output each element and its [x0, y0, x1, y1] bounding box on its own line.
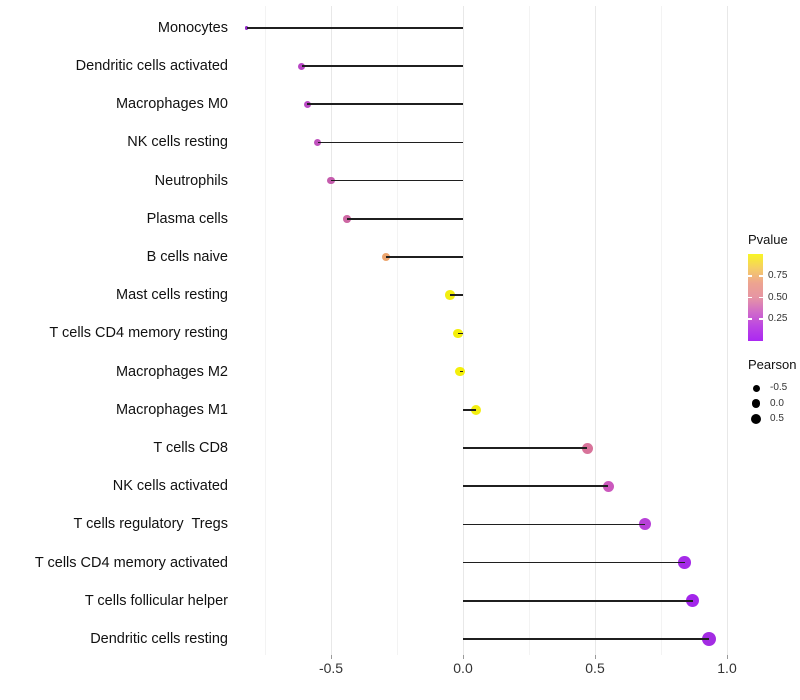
- pvalue-bar-tick: [748, 274, 752, 277]
- lollipop-stick: [463, 447, 588, 449]
- minor-gridline: [528, 6, 530, 655]
- pvalue-tick-label: 0.50: [768, 291, 788, 303]
- x-axis-tick: [462, 655, 464, 659]
- pearson-legend-title: Pearson: [748, 357, 797, 372]
- pvalue-bar-tick: [759, 318, 763, 321]
- lollipop-stick: [317, 141, 463, 144]
- lollipop-dot: [455, 366, 466, 377]
- pearson-legend-dot: [750, 414, 762, 425]
- lollipop-stick: [246, 27, 463, 29]
- x-axis-tick: [330, 655, 332, 659]
- lollipop-stick: [449, 294, 463, 296]
- pearson-legend-dot: [752, 384, 760, 392]
- lollipop-stick: [463, 523, 646, 526]
- lollipop-stick: [346, 218, 463, 220]
- pearson-legend-label: -0.5: [770, 382, 788, 393]
- category-label: NK cells resting: [127, 134, 228, 151]
- pvalue-bar-tick: [759, 274, 763, 277]
- category-label: Plasma cells: [146, 210, 228, 227]
- category-label: Macrophages M1: [115, 401, 228, 418]
- lollipop-stick: [457, 332, 463, 335]
- category-label: B cells naive: [146, 249, 228, 265]
- category-label: NK cells activated: [112, 478, 228, 495]
- lollipop-dot: [471, 404, 482, 415]
- lollipop-stick: [307, 103, 463, 105]
- minor-gridline: [264, 6, 266, 655]
- category-label: T cells CD4 memory activated: [34, 554, 228, 571]
- major-gridline: [726, 6, 728, 655]
- category-label: Dendritic cells activated: [75, 58, 228, 74]
- major-gridline: [594, 6, 596, 655]
- lollipop-stick: [301, 65, 463, 67]
- lollipop-dot: [701, 632, 716, 646]
- lollipop-stick: [463, 638, 709, 640]
- lollipop-dot: [639, 518, 652, 531]
- major-gridline: [462, 6, 464, 655]
- lollipop-stick: [331, 179, 463, 182]
- lollipop-stick: [463, 561, 685, 564]
- category-label: Dendritic cells resting: [90, 631, 228, 647]
- lollipop-stick: [463, 409, 477, 411]
- category-label: Monocytes: [157, 19, 228, 36]
- lollipop-dot: [581, 442, 593, 454]
- category-label: Neutrophils: [154, 172, 228, 189]
- x-tick-label: 0.0: [453, 660, 473, 676]
- pvalue-bar-tick: [748, 296, 752, 299]
- major-gridline: [330, 6, 332, 655]
- x-axis-tick: [726, 655, 728, 659]
- pvalue-tick-label: 0.25: [768, 313, 788, 325]
- lollipop-stick: [463, 485, 609, 487]
- x-tick-label: 1.0: [717, 660, 737, 676]
- category-label: T cells follicular helper: [84, 592, 228, 609]
- lollipop-dot: [314, 138, 322, 146]
- lollipop-stick: [460, 370, 463, 373]
- pvalue-tick-label: 0.75: [768, 269, 788, 281]
- category-label: Macrophages M0: [115, 96, 228, 113]
- pearson-legend-label: 0.5: [770, 413, 784, 425]
- pvalue-bar-tick: [759, 296, 763, 299]
- minor-gridline: [660, 6, 662, 655]
- x-axis-tick: [594, 655, 596, 659]
- pearson-legend-dot: [751, 399, 761, 408]
- category-label: T cells regulatory Tregs: [73, 516, 228, 533]
- lollipop-dot: [678, 556, 692, 569]
- lollipop-dot: [602, 480, 614, 492]
- category-label: T cells CD8: [153, 440, 228, 456]
- category-label: Macrophages M2: [115, 363, 228, 380]
- lollipop-stick: [463, 600, 693, 602]
- pvalue-legend-title: Pvalue: [748, 232, 788, 247]
- lollipop-dot: [327, 176, 335, 185]
- category-label: Mast cells resting: [115, 287, 228, 304]
- minor-gridline: [396, 6, 398, 655]
- lollipop-dot: [686, 594, 700, 608]
- pearson-legend-label: 0.0: [770, 397, 784, 409]
- x-tick-label: -0.5: [318, 660, 344, 676]
- lollipop-dot: [452, 328, 463, 339]
- category-label: T cells CD4 memory resting: [49, 325, 228, 342]
- x-tick-label: 0.5: [585, 660, 605, 676]
- pvalue-bar-tick: [748, 318, 752, 321]
- lollipop-stick: [386, 256, 463, 258]
